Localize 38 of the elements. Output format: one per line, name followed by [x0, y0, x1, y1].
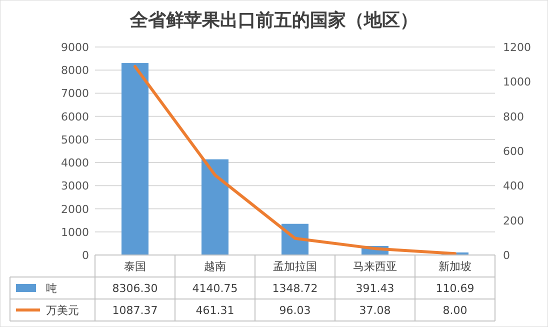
y-tick-label: 5000 — [61, 133, 89, 146]
data-label: 4140.75 — [192, 282, 238, 295]
y-tick-label: 7000 — [61, 87, 89, 100]
y2-tick-label: 200 — [503, 214, 524, 228]
data-label: 461.31 — [196, 304, 234, 317]
data-label: 1348.72 — [272, 282, 318, 295]
line-series — [134, 65, 456, 256]
y-tick-label: 3000 — [61, 180, 89, 193]
bar — [122, 63, 148, 255]
y2-tick-label: 800 — [503, 110, 524, 124]
data-label: 8306.30 — [112, 282, 158, 295]
y-tick-label: 8000 — [61, 64, 89, 78]
legend-label: 万美元 — [46, 304, 79, 317]
y-tick-label: 2000 — [61, 202, 89, 216]
data-label: 391.43 — [356, 282, 394, 295]
data-label: 110.69 — [436, 282, 474, 295]
data-label: 8.00 — [442, 304, 468, 317]
data-label: 96.03 — [279, 304, 311, 317]
y-tick-label: 0 — [82, 249, 89, 262]
chart-title: 全省鲜苹果出口前五的国家（地区） — [129, 10, 418, 31]
x-tick-label: 泰国 — [124, 260, 146, 273]
x-tick-label: 马来西亚 — [353, 260, 397, 273]
x-tick-label: 新加坡 — [438, 260, 472, 273]
y2-tick-label: 1200 — [503, 41, 531, 54]
y2-tick-label: 1000 — [503, 76, 531, 89]
y2-tick-label: 400 — [503, 180, 524, 193]
y2-tick-label: 600 — [503, 145, 524, 158]
y-tick-label: 6000 — [61, 110, 89, 124]
x-tick-label: 越南 — [204, 260, 226, 273]
y2-tick-label: 0 — [503, 249, 510, 262]
legend-label: 吨 — [46, 282, 57, 295]
y-tick-label: 9000 — [61, 41, 89, 54]
y-tick-label: 4000 — [61, 156, 89, 170]
data-label: 37.08 — [359, 304, 391, 317]
bar — [202, 159, 228, 255]
data-label: 1087.37 — [112, 304, 158, 317]
y-tick-label: 1000 — [61, 226, 89, 239]
x-tick-label: 孟加拉国 — [273, 260, 317, 273]
